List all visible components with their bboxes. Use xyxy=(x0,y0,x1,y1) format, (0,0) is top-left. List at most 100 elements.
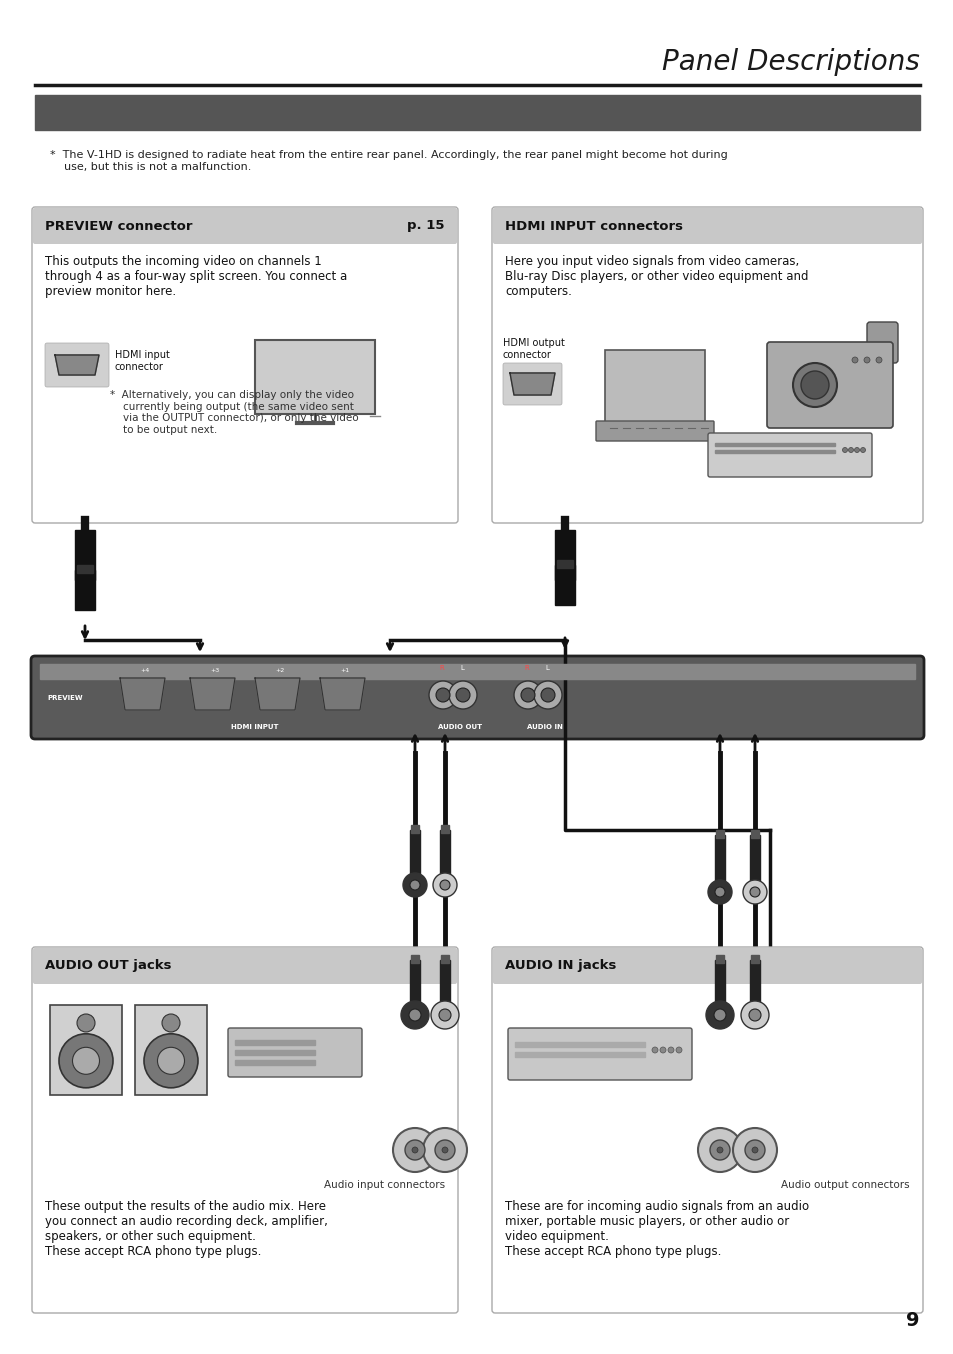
Text: PREVIEW: PREVIEW xyxy=(47,695,83,700)
Bar xyxy=(604,349,704,425)
Text: Here you input video signals from video cameras,
Blu-ray Disc players, or other : Here you input video signals from video … xyxy=(504,255,807,298)
Circle shape xyxy=(717,1147,722,1154)
FancyBboxPatch shape xyxy=(866,322,897,363)
Circle shape xyxy=(854,448,859,452)
Circle shape xyxy=(433,873,456,896)
Polygon shape xyxy=(510,372,555,395)
Circle shape xyxy=(436,688,450,701)
Bar xyxy=(515,1043,644,1047)
Bar xyxy=(77,575,92,584)
Text: L: L xyxy=(544,665,548,672)
Circle shape xyxy=(402,873,427,896)
Bar xyxy=(411,825,418,833)
Bar xyxy=(234,1049,314,1055)
Text: HDMI input
connector: HDMI input connector xyxy=(115,349,170,371)
Circle shape xyxy=(676,1047,681,1053)
Circle shape xyxy=(422,1128,467,1173)
Bar xyxy=(439,830,450,886)
Circle shape xyxy=(520,688,535,701)
Circle shape xyxy=(875,357,882,363)
Bar xyxy=(254,340,375,414)
FancyBboxPatch shape xyxy=(33,948,456,984)
FancyBboxPatch shape xyxy=(493,209,921,244)
Text: AUDIO OUT jacks: AUDIO OUT jacks xyxy=(45,960,172,972)
Text: HDMI output
connector: HDMI output connector xyxy=(502,338,564,360)
Bar xyxy=(75,570,95,611)
FancyBboxPatch shape xyxy=(707,433,871,477)
Circle shape xyxy=(534,681,561,709)
Text: HDMI INPUT connectors: HDMI INPUT connectors xyxy=(504,219,682,233)
FancyBboxPatch shape xyxy=(30,655,923,739)
Circle shape xyxy=(449,681,476,709)
Text: *  Alternatively, you can display only the video
    currently being output (the: * Alternatively, you can display only th… xyxy=(110,390,358,435)
Circle shape xyxy=(698,1128,741,1173)
Circle shape xyxy=(400,1001,429,1029)
Text: R: R xyxy=(439,665,444,672)
Bar xyxy=(750,955,759,963)
Bar xyxy=(714,835,724,890)
Bar xyxy=(77,565,92,573)
Text: 9: 9 xyxy=(905,1311,919,1330)
Circle shape xyxy=(514,681,541,709)
Circle shape xyxy=(801,371,828,399)
Text: These are for incoming audio signals from an audio
mixer, portable music players: These are for incoming audio signals fro… xyxy=(504,1200,808,1258)
Text: +2: +2 xyxy=(275,668,284,673)
Circle shape xyxy=(651,1047,658,1053)
Circle shape xyxy=(860,448,864,452)
Bar xyxy=(749,960,760,1016)
Circle shape xyxy=(841,448,846,452)
Bar xyxy=(440,825,449,833)
Circle shape xyxy=(847,448,853,452)
Circle shape xyxy=(707,880,731,904)
Text: HDMI INPUT: HDMI INPUT xyxy=(231,724,278,730)
Circle shape xyxy=(456,688,470,701)
Bar xyxy=(40,663,914,678)
Bar xyxy=(714,443,834,445)
Text: Panel Descriptions: Panel Descriptions xyxy=(661,47,919,76)
Circle shape xyxy=(429,681,456,709)
Circle shape xyxy=(435,1140,455,1160)
Circle shape xyxy=(410,880,419,890)
FancyBboxPatch shape xyxy=(596,421,713,441)
Polygon shape xyxy=(120,678,165,709)
FancyBboxPatch shape xyxy=(33,209,456,244)
FancyBboxPatch shape xyxy=(492,946,923,1313)
Circle shape xyxy=(667,1047,673,1053)
Text: AUDIO OUT: AUDIO OUT xyxy=(437,724,481,730)
Polygon shape xyxy=(254,678,299,709)
Circle shape xyxy=(162,1014,180,1032)
Circle shape xyxy=(405,1140,424,1160)
FancyBboxPatch shape xyxy=(228,1028,361,1076)
Circle shape xyxy=(751,1147,758,1154)
Bar xyxy=(716,955,723,963)
Circle shape xyxy=(77,1014,95,1032)
Circle shape xyxy=(863,357,869,363)
Circle shape xyxy=(851,357,857,363)
FancyBboxPatch shape xyxy=(507,1028,691,1080)
Circle shape xyxy=(705,1001,733,1029)
Text: +4: +4 xyxy=(140,668,150,673)
Circle shape xyxy=(393,1128,436,1173)
Circle shape xyxy=(441,1147,448,1154)
Circle shape xyxy=(742,880,766,904)
FancyBboxPatch shape xyxy=(492,207,923,523)
Bar xyxy=(714,960,724,1016)
Bar xyxy=(555,565,575,605)
Circle shape xyxy=(714,887,724,896)
Bar xyxy=(439,960,450,1016)
Circle shape xyxy=(749,887,760,896)
Bar xyxy=(35,95,919,130)
Bar xyxy=(50,1005,122,1095)
Bar xyxy=(716,830,723,838)
Text: These output the results of the audio mix. Here
you connect an audio recording d: These output the results of the audio mi… xyxy=(45,1200,328,1258)
Bar xyxy=(557,561,573,567)
Circle shape xyxy=(748,1009,760,1021)
Text: R: R xyxy=(524,665,529,672)
FancyBboxPatch shape xyxy=(32,207,457,523)
Circle shape xyxy=(740,1001,768,1029)
Bar xyxy=(749,835,760,890)
Circle shape xyxy=(72,1047,99,1074)
Circle shape xyxy=(412,1147,417,1154)
Circle shape xyxy=(709,1140,729,1160)
Circle shape xyxy=(144,1034,198,1087)
